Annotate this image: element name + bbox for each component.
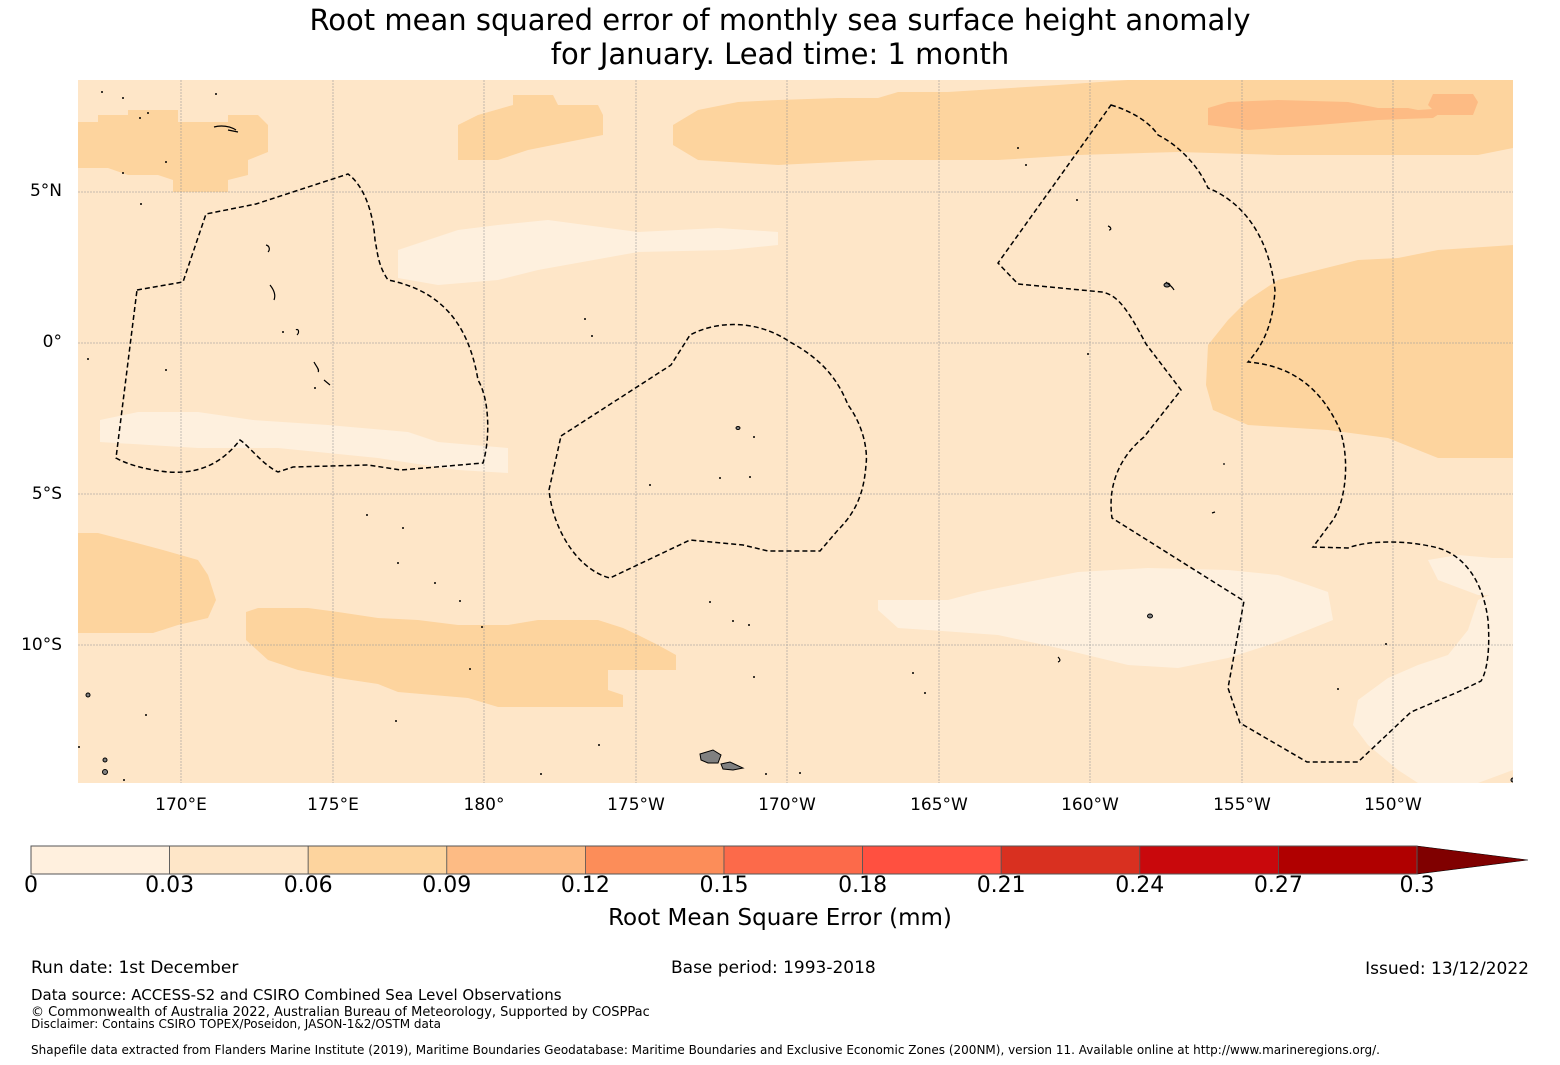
colorbar-tick-label: 0.18 — [838, 873, 888, 898]
field-patches-high — [1208, 94, 1478, 130]
colorbar — [30, 845, 1529, 875]
colorbar-segment — [723, 845, 864, 875]
lon-label-165w: 165°W — [910, 795, 968, 815]
lon-label-150w: 150°W — [1364, 795, 1422, 815]
title-line-2: for January. Lead time: 1 month — [550, 37, 1010, 71]
title-line-1: Root mean squared error of monthly sea s… — [309, 3, 1251, 37]
colorbar-tick-label: 0.24 — [1115, 873, 1165, 898]
data-source: Data source: ACCESS-S2 and CSIRO Combine… — [31, 986, 562, 1004]
copyright: © Commonwealth of Australia 2022, Austra… — [31, 1005, 650, 1020]
small-islets — [78, 91, 1387, 781]
lat-label-5s: 5°S — [31, 484, 62, 504]
shapefile-credit: Shapefile data extracted from Flanders M… — [31, 1043, 1380, 1057]
eez-line-islands — [997, 104, 1490, 763]
lon-label-160w: 160°W — [1061, 795, 1119, 815]
samoa-island-2 — [720, 761, 745, 771]
base-period: Base period: 1993-2018 — [671, 958, 876, 978]
colorbar-segment — [446, 845, 586, 875]
colorbar-tick-label: 0.06 — [283, 873, 333, 898]
colorbar-tick-label: 0.27 — [1253, 873, 1303, 898]
colorbar-tick-label: 0.03 — [145, 873, 195, 898]
colorbar-tick-label: 0.3 — [1399, 873, 1435, 898]
colorbar-segments — [30, 845, 1418, 875]
eez-boundaries — [115, 104, 1490, 763]
colorbar-segment — [1139, 845, 1279, 875]
eez-kiribati-gilbert — [115, 173, 489, 473]
field-patches-low — [100, 220, 1513, 783]
lat-label-10s: 10°S — [21, 635, 62, 655]
lon-label-155w: 155°W — [1213, 795, 1271, 815]
colorbar-outline — [30, 845, 1418, 875]
issued-date: Issued: 13/12/2022 — [1365, 959, 1529, 979]
colorbar-tick-label: 0 — [24, 873, 38, 898]
colorbar-segment — [585, 845, 725, 875]
lon-label-170e: 170°E — [155, 795, 207, 815]
colorbar-extend-arrow — [1416, 845, 1529, 875]
lon-label-175w: 175°W — [607, 795, 665, 815]
run-date: Run date: 1st December — [31, 958, 239, 978]
gridlines — [78, 80, 1513, 783]
map-panel — [78, 80, 1513, 783]
eez-tokelau — [548, 323, 868, 579]
chart-title: Root mean squared error of monthly sea s… — [0, 3, 1560, 71]
atolls — [213, 125, 1225, 663]
disclaimer: Disclaimer: Contains CSIRO TOPEX/Poseido… — [31, 1017, 441, 1031]
field-patches-medium — [78, 80, 1513, 707]
map-canvas — [78, 80, 1513, 783]
colorbar-segment — [862, 845, 1002, 875]
samoa-island-1 — [699, 749, 722, 764]
lat-label-0: 0° — [42, 332, 62, 352]
colorbar-label: Root Mean Square Error (mm) — [608, 905, 952, 931]
colorbar-segment — [30, 845, 171, 875]
lat-label-5n: 5°N — [29, 181, 62, 201]
lon-label-180: 180° — [463, 795, 505, 815]
colorbar-segment — [1000, 845, 1141, 875]
colorbar-segment — [1278, 845, 1418, 875]
lon-label-175e: 175°E — [307, 795, 359, 815]
colorbar-segment — [307, 845, 448, 875]
islands — [85, 282, 1513, 783]
colorbar-tick-label: 0.15 — [699, 873, 749, 898]
colorbar-tick-label: 0.09 — [422, 873, 472, 898]
colorbar-tick-label: 0.21 — [976, 873, 1026, 898]
lon-label-170w: 170°W — [758, 795, 816, 815]
colorbar-tick-label: 0.12 — [560, 873, 610, 898]
colorbar-segment — [169, 845, 309, 875]
